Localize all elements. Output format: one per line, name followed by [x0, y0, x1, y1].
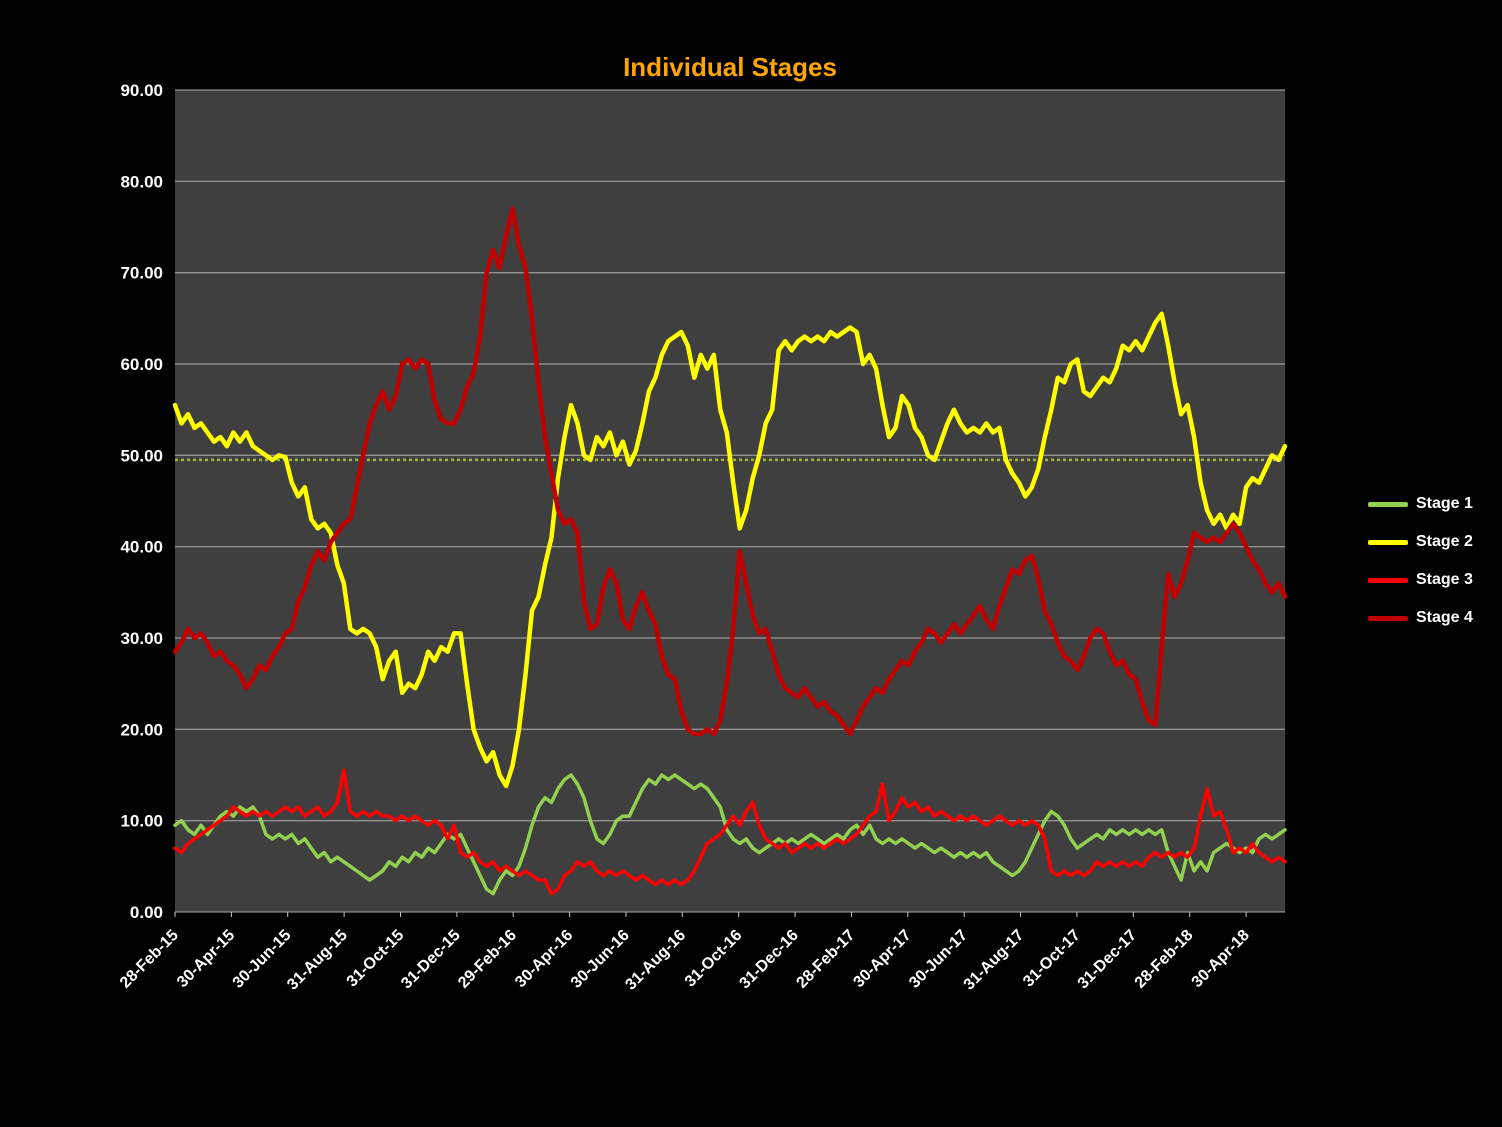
- y-axis-tick-label: 30.00: [120, 629, 163, 648]
- x-axis-tick-label: 28-Feb-18: [1132, 927, 1197, 992]
- series-line-stage-3: [173, 768, 1287, 896]
- chart-title: Individual Stages: [623, 52, 837, 82]
- x-axis-tick-label: 30-Apr-18: [1189, 927, 1253, 991]
- x-axis-tick-label: 28-Feb-17: [793, 927, 858, 992]
- legend-swatch-stage-2-icon: [1368, 539, 1408, 545]
- y-axis-tick-label: 90.00: [120, 81, 163, 100]
- x-axis-tick-label: 30-Apr-16: [512, 927, 576, 991]
- x-axis-tick-label: 30-Apr-17: [850, 927, 914, 991]
- legend-label-stage-1: Stage 1: [1416, 495, 1473, 512]
- x-axis-tick-label: 31-Aug-17: [961, 927, 1028, 994]
- x-axis-tick-label: 31-Aug-15: [284, 927, 351, 994]
- legend-swatch-stage-1-icon: [1368, 501, 1408, 507]
- x-axis-tick-label: 31-Dec-15: [398, 927, 464, 993]
- series-line-stage-1: [173, 773, 1287, 896]
- y-axis-tick-label: 20.00: [120, 720, 163, 739]
- plot-area: [175, 90, 1285, 912]
- y-axis-tick-label: 50.00: [120, 446, 163, 465]
- legend-label-stage-3: Stage 3: [1416, 571, 1473, 588]
- x-axis-tick-label: 29-Feb-16: [455, 927, 520, 992]
- x-axis-tick-label: 31-Aug-16: [622, 927, 689, 994]
- legend-item-stage-1: Stage 1: [1368, 492, 1473, 516]
- series-line-stage-2: [172, 311, 1288, 789]
- legend-label-stage-4: Stage 4: [1416, 609, 1473, 626]
- legend-label-stage-2: Stage 2: [1416, 533, 1473, 550]
- x-axis-tick-label: 28-Feb-15: [117, 927, 182, 992]
- y-axis-tick-label: 0.00: [130, 903, 163, 922]
- legend-item-stage-3: Stage 3: [1368, 568, 1473, 592]
- y-axis-tick-label: 40.00: [120, 538, 163, 557]
- y-axis-tick-label: 60.00: [120, 355, 163, 374]
- x-axis-tick-label: 30-Apr-15: [174, 927, 238, 991]
- y-axis-tick-label: 70.00: [120, 264, 163, 283]
- legend-swatch-stage-3-icon: [1368, 577, 1408, 583]
- legend: Stage 1 Stage 2 Stage 3 Stage 4: [1368, 492, 1473, 630]
- legend-swatch-stage-4-icon: [1368, 615, 1408, 621]
- series-line-stage-4: [172, 206, 1288, 737]
- legend-item-stage-2: Stage 2: [1368, 530, 1473, 554]
- x-axis-tick-label: 31-Dec-16: [736, 927, 802, 993]
- y-axis-tick-label: 80.00: [120, 172, 163, 191]
- legend-item-stage-4: Stage 4: [1368, 606, 1473, 630]
- y-axis-tick-label: 10.00: [120, 812, 163, 831]
- x-axis-tick-label: 31-Dec-17: [1075, 927, 1141, 993]
